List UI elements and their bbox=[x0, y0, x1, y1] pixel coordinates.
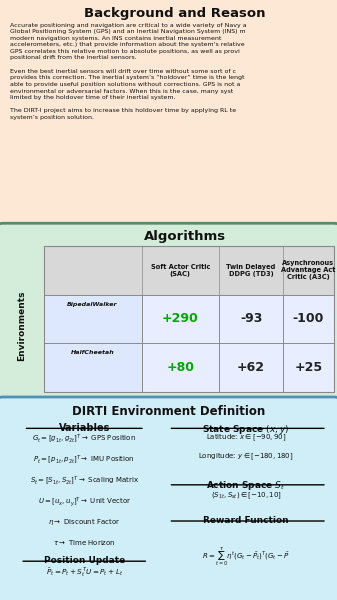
Text: $\bar{P}_t = P_t + S_t^T U = P_t + L_t$: $\bar{P}_t = P_t + S_t^T U = P_t + L_t$ bbox=[45, 566, 123, 580]
FancyBboxPatch shape bbox=[0, 397, 337, 600]
Text: Latitude: $x \in [-90, 90]$: Latitude: $x \in [-90, 90]$ bbox=[206, 432, 286, 443]
Text: $U = [u_x, u_y]^T \rightarrow$ Unit Vector: $U = [u_x, u_y]^T \rightarrow$ Unit Vect… bbox=[38, 496, 131, 509]
Text: $(S_{1t}, S_{st}) \in [-10, 10]$: $(S_{1t}, S_{st}) \in [-10, 10]$ bbox=[211, 490, 281, 501]
Text: +290: +290 bbox=[162, 313, 199, 325]
Text: Position Update: Position Update bbox=[43, 556, 125, 565]
Text: +80: +80 bbox=[166, 361, 194, 374]
FancyBboxPatch shape bbox=[142, 295, 219, 343]
Text: State Space $(x, y)$: State Space $(x, y)$ bbox=[202, 423, 290, 436]
Text: Reward Function: Reward Function bbox=[203, 515, 289, 524]
Text: $G_t = [g_{1t}, g_{2t}]^T \rightarrow$ GPS Position: $G_t = [g_{1t}, g_{2t}]^T \rightarrow$ G… bbox=[32, 432, 136, 445]
Text: $\tau \rightarrow$ Time Horizon: $\tau \rightarrow$ Time Horizon bbox=[53, 538, 116, 547]
Text: $\eta \rightarrow$ Discount Factor: $\eta \rightarrow$ Discount Factor bbox=[48, 517, 120, 527]
FancyBboxPatch shape bbox=[44, 343, 142, 392]
FancyBboxPatch shape bbox=[283, 343, 334, 392]
Text: Action Space $S_t$: Action Space $S_t$ bbox=[206, 479, 286, 493]
Text: Asynchronous
Advantage Act
Critic (A3C): Asynchronous Advantage Act Critic (A3C) bbox=[281, 260, 336, 280]
FancyBboxPatch shape bbox=[44, 295, 142, 343]
Text: BipedalWalker: BipedalWalker bbox=[67, 302, 118, 307]
Text: Twin Delayed
DDPG (TD3): Twin Delayed DDPG (TD3) bbox=[226, 264, 276, 277]
FancyBboxPatch shape bbox=[219, 295, 283, 343]
Text: DIRTI Environment Definition: DIRTI Environment Definition bbox=[72, 405, 265, 418]
Text: Longitude: $y \in [-180, 180]$: Longitude: $y \in [-180, 180]$ bbox=[198, 451, 294, 462]
FancyBboxPatch shape bbox=[0, 223, 337, 401]
Text: +25: +25 bbox=[294, 361, 323, 374]
Text: Soft Actor Critic
(SAC): Soft Actor Critic (SAC) bbox=[151, 264, 210, 277]
FancyBboxPatch shape bbox=[0, 0, 337, 227]
Text: $S_t = [S_{1t}, S_{2t}]^T \rightarrow$ Scaling Matrix: $S_t = [S_{1t}, S_{2t}]^T \rightarrow$ S… bbox=[30, 475, 139, 487]
Text: Algorithms: Algorithms bbox=[144, 230, 226, 243]
Text: Accurate positioning and navigation are critical to a wide variety of Navy a
Glo: Accurate positioning and navigation are … bbox=[10, 22, 247, 120]
Text: Variables: Variables bbox=[59, 423, 110, 433]
Text: -93: -93 bbox=[240, 313, 262, 325]
FancyBboxPatch shape bbox=[44, 246, 334, 295]
Text: -100: -100 bbox=[293, 313, 324, 325]
Text: Background and Reason: Background and Reason bbox=[85, 7, 266, 20]
Text: +62: +62 bbox=[237, 361, 265, 374]
Text: Environments: Environments bbox=[18, 290, 26, 361]
FancyBboxPatch shape bbox=[283, 295, 334, 343]
FancyBboxPatch shape bbox=[219, 343, 283, 392]
Text: $P_t = [p_{1t}, p_{2t}]^T \rightarrow$ IMU Position: $P_t = [p_{1t}, p_{2t}]^T \rightarrow$ I… bbox=[33, 453, 135, 466]
Text: HalfCheetah: HalfCheetah bbox=[71, 350, 115, 355]
FancyBboxPatch shape bbox=[142, 343, 219, 392]
Text: $R = \sum_{t=0}^{\tau} \eta^t (G_t - \bar{P}_t)^T (G_t - \bar{P}$: $R = \sum_{t=0}^{\tau} \eta^t (G_t - \ba… bbox=[202, 546, 290, 569]
